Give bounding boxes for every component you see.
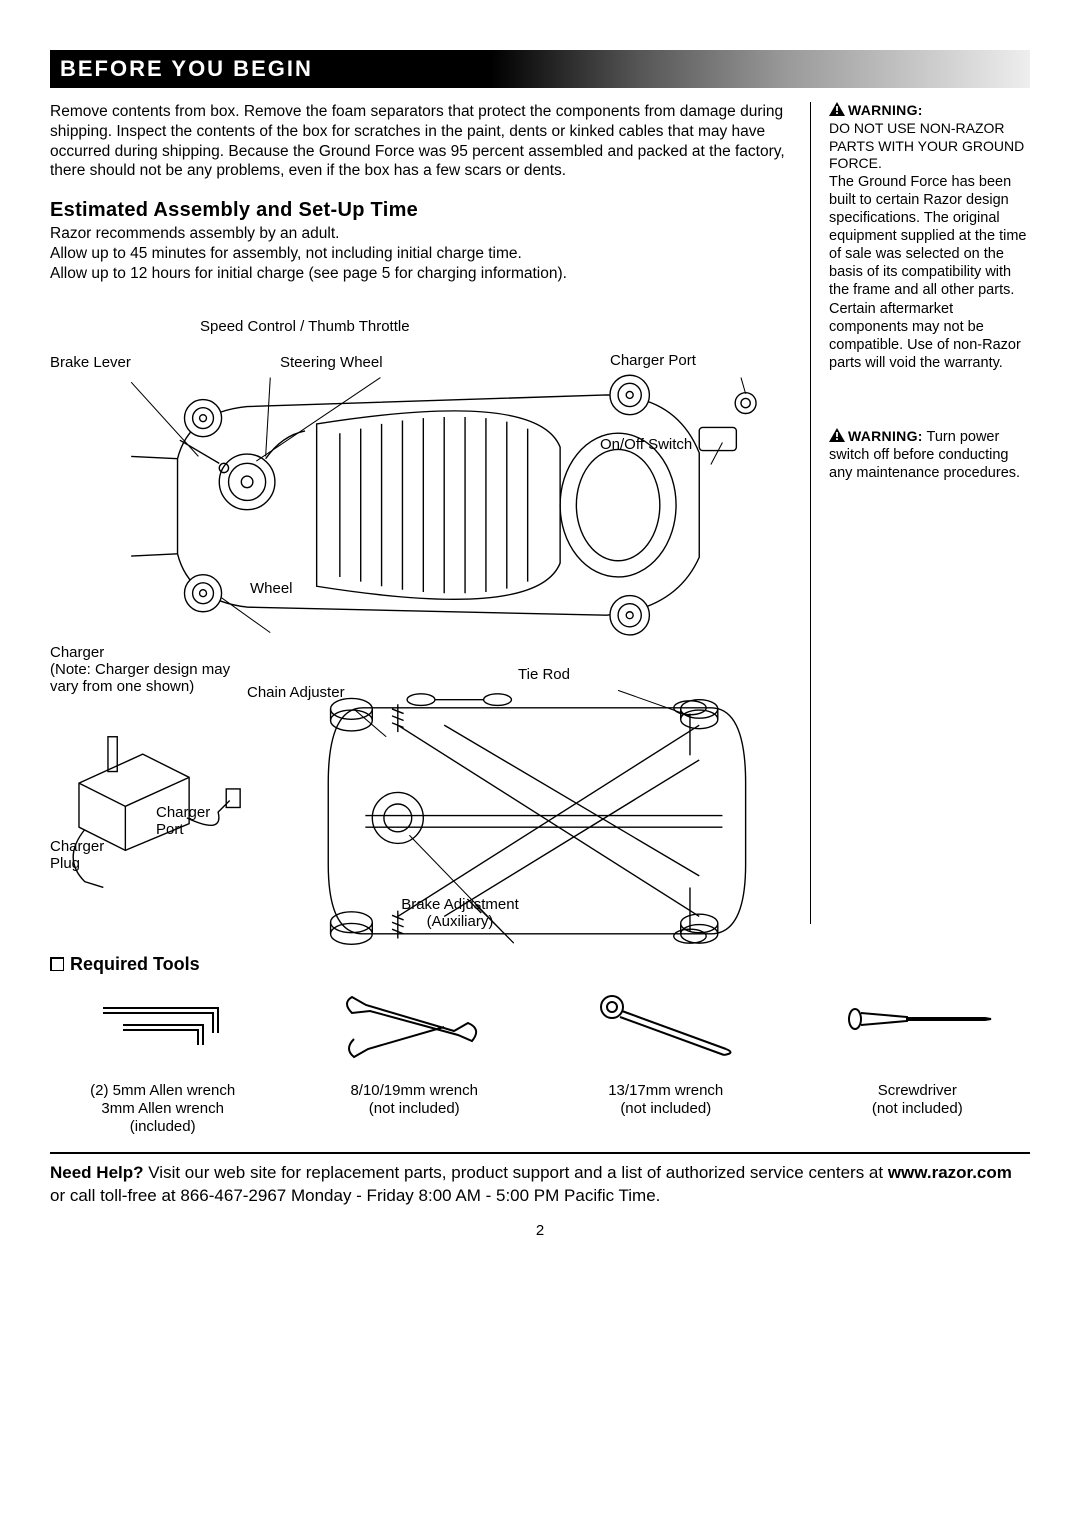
callout-speed: Speed Control / Thumb Throttle — [200, 318, 410, 335]
tools-row: (2) 5mm Allen wrench 3mm Allen wrench (i… — [50, 993, 1030, 1136]
section-header: BEFORE YOU BEGIN — [50, 50, 1030, 88]
callout-brakeadj-label: Brake Adjustment — [401, 896, 519, 913]
socket-wrench-icon — [586, 993, 746, 1063]
help-text1: Visit our web site for replacement parts… — [144, 1163, 888, 1182]
callout-chargerplug: Charger Plug — [50, 838, 110, 872]
tool-line: (2) 5mm Allen wrench — [50, 1082, 275, 1100]
tool-line: (not included) — [302, 1100, 527, 1118]
callout-chargerport2: Charger Port — [156, 804, 216, 838]
warning-sidebar: WARNING: DO NOT USE NON-RAZOR PARTS WITH… — [810, 102, 1030, 924]
help-section: Need Help? Visit our web site for replac… — [50, 1162, 1030, 1208]
underside-diagram: Charger (Note: Charger design may vary f… — [50, 644, 792, 924]
intro-paragraph: Remove contents from box. Remove the foa… — [50, 102, 792, 181]
callout-steering: Steering Wheel — [280, 354, 383, 371]
tool-line: 3mm Allen wrench — [50, 1100, 275, 1118]
open-wrench-icon — [334, 993, 494, 1063]
assembly-heading: Estimated Assembly and Set-Up Time — [50, 199, 792, 222]
tool-line: (not included) — [553, 1100, 778, 1118]
callout-onoff: On/Off Switch — [600, 436, 692, 453]
warning-body-text: The Ground Force has been built to certa… — [829, 174, 1027, 371]
tool-screwdriver: Screwdriver (not included) — [805, 993, 1030, 1136]
warning-label: WARNING: — [848, 102, 923, 118]
warning-caps-text: DO NOT USE NON-RAZOR PARTS WITH YOUR GRO… — [829, 120, 1030, 173]
warning-block-parts: WARNING: DO NOT USE NON-RAZOR PARTS WITH… — [829, 102, 1030, 372]
tool-line: Screwdriver — [805, 1082, 1030, 1100]
checkbox-icon — [50, 957, 64, 971]
help-url: www.razor.com — [888, 1163, 1012, 1182]
page-number: 2 — [50, 1222, 1030, 1239]
section-title-text: BEFORE YOU BEGIN — [60, 56, 313, 81]
assembly-lines: Razor recommends assembly by an adult. A… — [50, 224, 792, 283]
assembly-line: Allow up to 12 hours for initial charge … — [50, 264, 792, 284]
callout-brakelever: Brake Lever — [50, 354, 131, 371]
tool-socketwrench: 13/17mm wrench (not included) — [553, 993, 778, 1136]
callout-chargerport: Charger Port — [610, 352, 696, 369]
warning-block-power: WARNING: Turn power switch off before co… — [829, 428, 1030, 482]
tool-line: 8/10/19mm wrench — [302, 1082, 527, 1100]
product-diagram: Speed Control / Thumb Throttle Brake Lev… — [50, 308, 792, 628]
callout-tierod: Tie Rod — [518, 666, 570, 683]
callout-brakeadj-sub: (Auxiliary) — [427, 913, 494, 930]
help-lead: Need Help? — [50, 1163, 144, 1182]
tool-allen: (2) 5mm Allen wrench 3mm Allen wrench (i… — [50, 993, 275, 1136]
callout-chain: Chain Adjuster — [247, 684, 345, 701]
divider — [50, 1152, 1030, 1154]
screwdriver-icon — [837, 993, 997, 1063]
callout-wheel: Wheel — [250, 580, 293, 597]
help-text2: or call toll-free at 866-467-2967 Monday… — [50, 1186, 660, 1205]
content-columns: Remove contents from box. Remove the foa… — [50, 102, 1030, 924]
callout-charger-note: (Note: Charger design may vary from one … — [50, 661, 230, 695]
callout-charger: Charger (Note: Charger design may vary f… — [50, 644, 240, 695]
assembly-line: Allow up to 45 minutes for assembly, not… — [50, 244, 792, 264]
tool-line: (included) — [50, 1118, 275, 1136]
callout-charger-label: Charger — [50, 644, 104, 661]
tool-openwrench: 8/10/19mm wrench (not included) — [302, 993, 527, 1136]
callout-brakeadj: Brake Adjustment (Auxiliary) — [390, 896, 530, 930]
tool-line: 13/17mm wrench — [553, 1082, 778, 1100]
warning-label: WARNING: — [848, 428, 923, 444]
allen-wrench-icon — [83, 993, 243, 1063]
main-column: Remove contents from box. Remove the foa… — [50, 102, 792, 924]
warning-icon — [829, 428, 845, 442]
assembly-line: Razor recommends assembly by an adult. — [50, 224, 792, 244]
tool-line: (not included) — [805, 1100, 1030, 1118]
warning-icon — [829, 102, 845, 116]
